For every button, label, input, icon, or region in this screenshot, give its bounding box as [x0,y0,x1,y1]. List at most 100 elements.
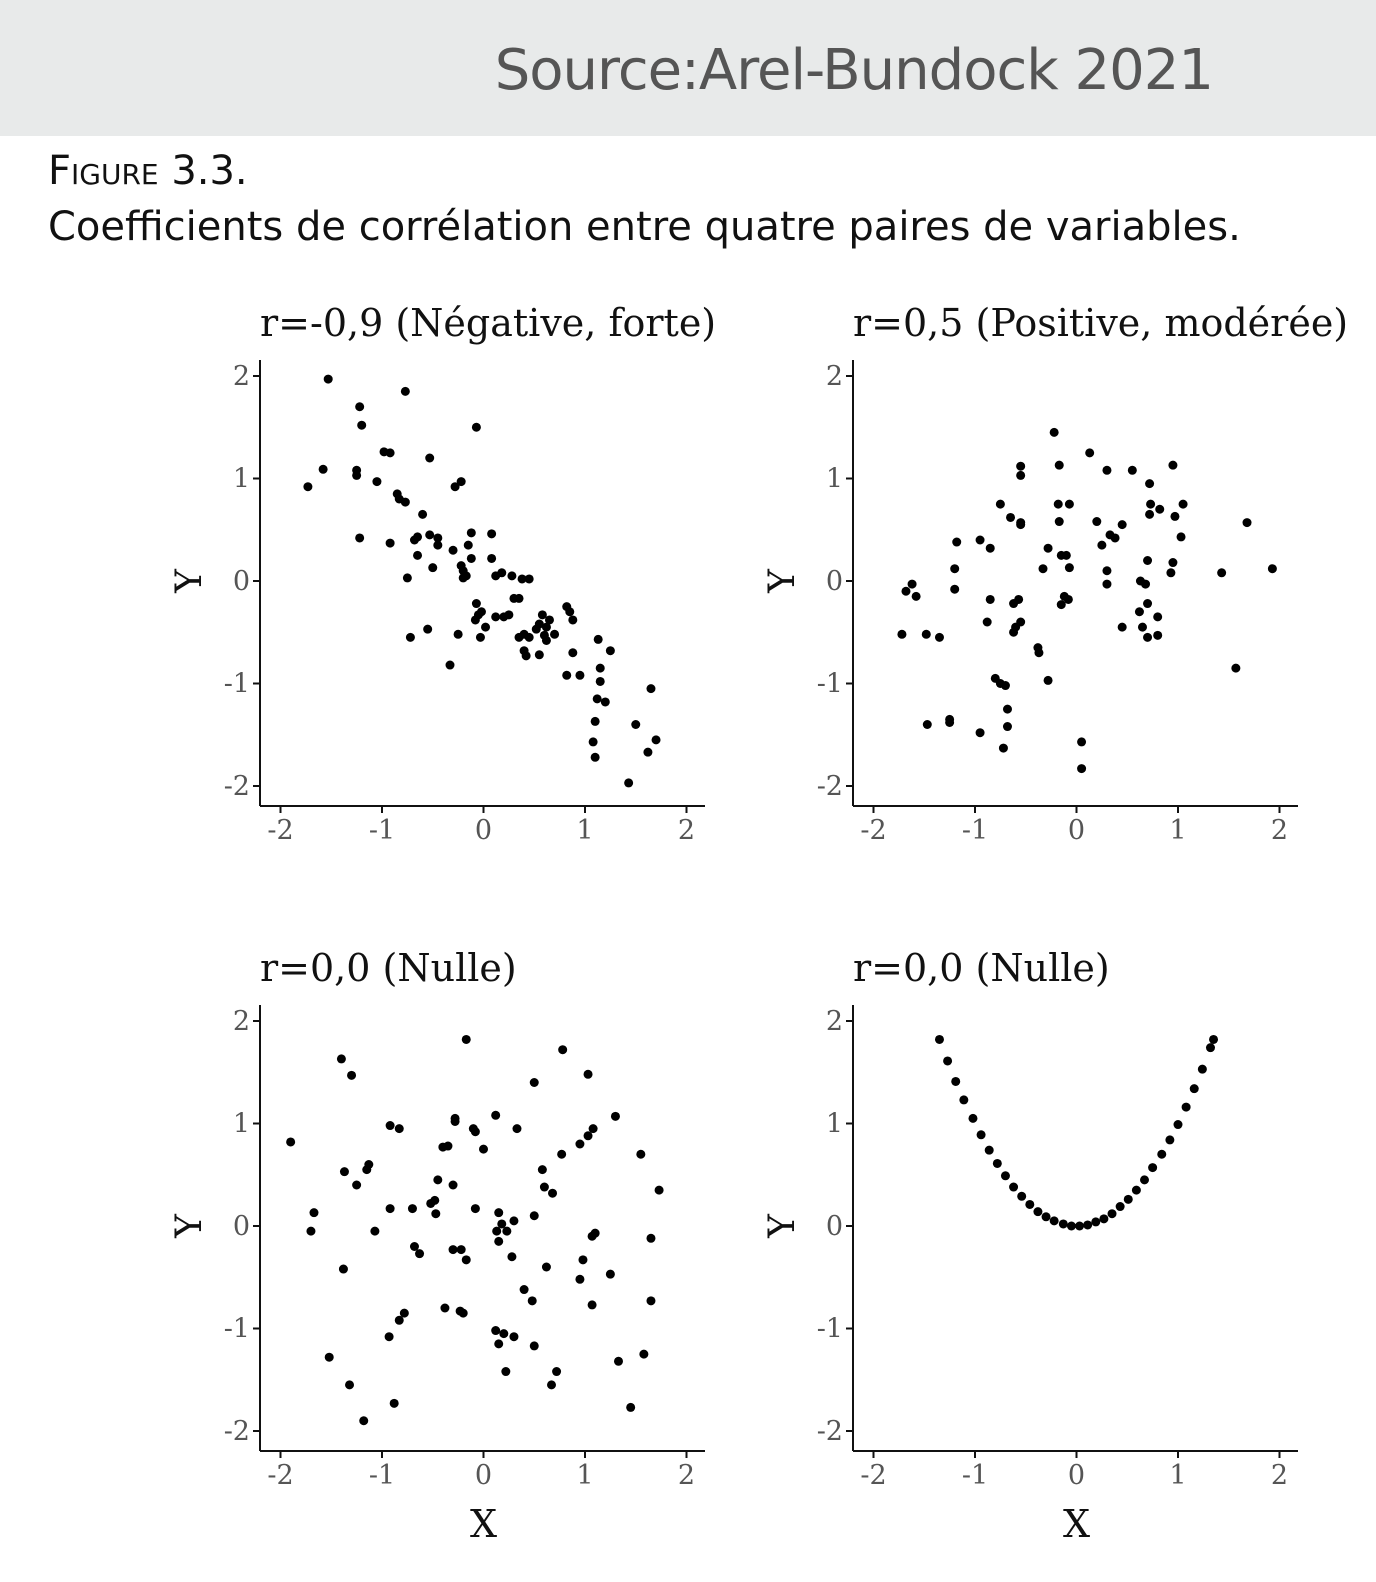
data-point [600,697,610,707]
data-point [911,591,921,601]
data-point [654,1185,664,1195]
y-axis-label: Y [762,1213,803,1239]
data-point [995,499,1005,509]
y-axis-label: Y [762,568,803,594]
data-point [1075,1221,1085,1231]
data-point [1056,600,1066,610]
data-point [357,420,367,430]
data-point [529,1211,539,1221]
x-tick-label: 2 [678,1460,695,1491]
data-point [897,629,907,639]
data-point [1117,520,1127,530]
y-tick-label: 0 [826,1211,843,1242]
y-tick-label: 1 [233,464,250,495]
data-point [1102,566,1112,576]
data-point [1077,764,1087,774]
data-point [1168,460,1178,470]
data-point [423,624,433,634]
data-point [418,509,428,519]
scatter-panel-3: r=0,0 (Nulle) -2 -1 0 1 2 -2 -1 0 1 2 Y X [169,946,705,1546]
data-point [984,1145,994,1155]
data-point [575,1139,585,1149]
data-point [613,1356,623,1366]
data-point [521,651,531,661]
data-point [428,563,438,573]
data-point [443,1141,453,1151]
data-point [492,1226,502,1236]
data-point [448,545,458,555]
data-point [1209,1034,1219,1044]
data-point [1085,448,1095,458]
data-point [1173,1120,1183,1130]
y-tick-label: 2 [826,361,843,392]
data-point [1170,511,1180,521]
data-point [385,448,395,458]
data-point [985,543,995,553]
data-point [1099,1214,1109,1224]
chart-title: r=-0,9 (Négative, forte) [260,301,716,345]
x-tick-label: -1 [962,815,988,846]
data-point [491,571,501,581]
data-point [286,1137,296,1147]
data-point [548,1188,558,1198]
data-point [590,716,600,726]
data-point [494,1339,504,1349]
data-point [1049,1216,1059,1226]
data-point [1242,518,1252,528]
data-point [1016,470,1026,480]
data-point [1181,1102,1191,1112]
data-point [631,720,641,729]
data-point [982,617,992,627]
y-tick-label: -2 [817,1416,843,1447]
data-point [1009,599,1019,609]
x-axis-label: X [1063,1502,1090,1546]
data-point [433,1175,443,1185]
data-point [1041,1212,1051,1222]
x-tick-label: 0 [1068,815,1085,846]
data-point [922,720,932,729]
data-point [1115,1202,1125,1212]
data-point [1054,460,1064,470]
source-banner: Source:Arel-Bundock 2021 [0,0,1376,136]
y-tick-label: -1 [224,669,250,700]
data-point [1145,509,1155,519]
data-point [1063,594,1073,604]
data-point [433,540,443,550]
data-point [456,1245,466,1255]
scatter-panel-1: r=-0,9 (Négative, forte) -2 -1 0 1 2 -2 -1 0 1 2 Y [169,301,716,846]
data-point [512,1124,522,1134]
data-point [1102,579,1112,589]
data-point [440,1303,450,1313]
x-tick-label: -1 [962,1460,988,1491]
data-point [593,634,603,644]
x-tick-label: 2 [678,815,695,846]
data-point [407,1204,417,1214]
data-point [1168,558,1178,568]
y-tick-label: -1 [224,1314,250,1345]
chart-title: r=0,0 (Nulle) [260,946,517,990]
data-point [1165,1135,1175,1145]
data-point [588,737,598,747]
data-point [501,1367,511,1377]
data-point [352,470,362,480]
data-point [934,632,944,642]
data-point [479,1144,488,1154]
data-point [347,1070,357,1080]
data-point [646,1296,656,1306]
data-point [507,1252,517,1262]
data-point [399,1308,409,1318]
x-tick-label: -2 [860,1460,886,1491]
data-point [626,1402,636,1412]
data-point [541,622,551,632]
data-point [470,1204,480,1214]
scatter-panel-2: r=0,5 (Positive, modérée) -2 -1 0 1 2 -2 -1 0 1 2 Y [762,301,1348,846]
data-point [445,660,455,670]
data-point [323,374,333,384]
data-point [487,553,497,563]
data-point [539,1182,549,1192]
data-point [1153,630,1163,640]
data-point [592,694,602,704]
data-point [497,1219,507,1229]
y-axis-label: Y [169,568,210,594]
